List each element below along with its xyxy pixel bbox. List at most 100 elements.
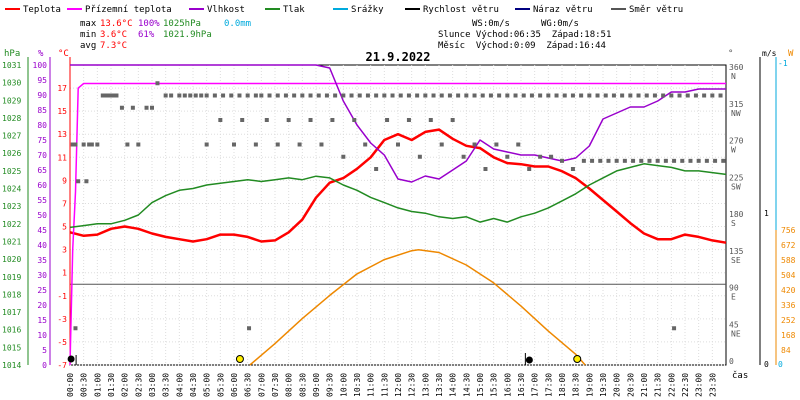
wind-dir-point: [363, 142, 368, 147]
wind-dir-point: [111, 93, 116, 98]
stats-max-temp: 13.6°C: [100, 19, 133, 29]
legend-label: Směr větru: [629, 5, 683, 15]
x-tick-label: 16:30: [517, 373, 526, 397]
x-tick-label: 13:00: [421, 373, 430, 397]
wind-dir-point: [365, 93, 370, 98]
hum-tick-label: 5: [42, 346, 47, 355]
rain-tick-label: 0: [778, 360, 783, 369]
wind-direction-points: [70, 81, 726, 331]
wind-dir-point: [606, 158, 611, 163]
stats-max-label: max: [80, 19, 97, 29]
wind-dir-point: [581, 158, 586, 163]
wind-dir-point: [221, 93, 226, 98]
temp-tick-label: 17: [57, 84, 67, 93]
legend-label: Teplota: [23, 5, 61, 15]
sunset-marker: [573, 355, 582, 363]
x-tick-label: 01:30: [107, 373, 116, 397]
rad-tick-label: 252: [781, 316, 796, 325]
wind-dir-point: [494, 142, 499, 147]
wind-dir-point: [483, 167, 488, 171]
dir-tick-label: 90: [729, 284, 739, 293]
wind-dir-point: [721, 158, 726, 163]
hum-tick-label: 80: [37, 121, 47, 130]
chart-grid: [69, 64, 727, 366]
press-tick-label: 1028: [2, 114, 21, 123]
legend-label: Rychlost větru: [423, 5, 499, 15]
dir-tick-label: 0: [729, 357, 734, 366]
wind-dir-point: [84, 179, 89, 184]
wind-dir-point: [245, 93, 250, 98]
x-tick-label: 05:30: [216, 373, 225, 397]
wind-dir-point: [516, 142, 521, 147]
wind-dir-point: [472, 93, 477, 98]
hum-tick-label: 85: [37, 106, 47, 115]
wind-dir-point: [300, 93, 305, 98]
stats-avg-temp: 7.3°C: [100, 41, 127, 51]
dir-tick-compass: N: [731, 72, 736, 81]
hum-tick-label: 10: [37, 331, 47, 340]
wind-dir-point: [560, 158, 564, 163]
legend-label: Náraz větru: [533, 5, 593, 15]
wind-dir-point: [685, 93, 690, 98]
press-tick-label: 1017: [2, 308, 21, 317]
x-tick-label: 23:30: [708, 373, 717, 397]
press-tick-label: 1014: [2, 361, 21, 370]
wind-dir-point: [505, 93, 510, 98]
wind-dir-point: [316, 93, 321, 98]
wind-dir-point: [428, 118, 433, 122]
wind-dir-point: [253, 142, 258, 147]
x-tick-label: 12:00: [394, 373, 403, 397]
rad-axis-unit: W: [788, 49, 794, 59]
x-tick-label: 11:30: [380, 373, 389, 397]
wind-dir-point: [103, 93, 108, 98]
wind-dir-point: [163, 93, 168, 98]
wind-dir-point: [283, 93, 288, 98]
wind-dir-point: [461, 154, 466, 159]
wind-dir-point: [199, 93, 204, 98]
wind-dir-point: [488, 93, 493, 98]
wind-dir-point: [406, 93, 411, 98]
wind-dir-point: [169, 93, 174, 98]
wind-dir-point: [505, 154, 510, 159]
wind-dir-point: [333, 93, 338, 98]
wind-dir-point: [308, 118, 313, 122]
x-tick-label: 06:00: [230, 373, 239, 397]
wind-dir-point: [119, 105, 124, 110]
wind-dir-point: [130, 105, 135, 110]
stats-ws: WS:0m/s: [472, 19, 510, 29]
stats-avg-label: avg: [80, 41, 96, 51]
wind-dir-point: [538, 93, 543, 98]
wind-dir-point: [204, 93, 209, 98]
hum-tick-label: 100: [33, 61, 48, 70]
wind-dir-point: [114, 93, 119, 98]
hum-tick-label: 70: [37, 151, 47, 160]
stats-panel: max 13.6°C 100% 1025hPa 0.0mm min 3.6°C …: [80, 19, 611, 51]
wind-dir-point: [562, 93, 567, 98]
wind-dir-point: [688, 158, 693, 163]
legend-label: Vlhkost: [207, 5, 245, 15]
rad-tick-label: 168: [781, 331, 796, 340]
wind-dir-point: [423, 93, 428, 98]
wind-dir-point: [636, 93, 641, 98]
wind-dir-point: [579, 93, 584, 98]
wind-dir-point: [472, 142, 477, 147]
wind-dir-point: [521, 93, 526, 98]
x-tick-label: 03:30: [162, 373, 171, 397]
x-tick-label: 14:30: [462, 373, 471, 397]
temp-tick-label: -3: [57, 315, 67, 324]
stats-min-hum: 61%: [138, 30, 155, 40]
series-line-teplota: [69, 128, 727, 244]
dir-tick-label: 135: [729, 247, 744, 256]
press-tick-label: 1031: [2, 61, 21, 70]
wind-dir-point: [456, 93, 461, 98]
stats-sun: Slunce Východ:06:35 Západ:18:51: [438, 30, 611, 40]
press-tick-label: 1024: [2, 185, 21, 194]
wind-dir-point: [232, 142, 236, 147]
x-tick-label: 21:30: [654, 373, 663, 397]
wind-dir-point: [95, 142, 100, 147]
dir-tick-compass: NW: [731, 109, 741, 118]
series-line-tlak: [69, 163, 727, 229]
x-tick-label: 02:00: [121, 373, 130, 397]
wind-dir-point: [672, 158, 677, 163]
dir-tick-compass: NE: [731, 329, 741, 338]
